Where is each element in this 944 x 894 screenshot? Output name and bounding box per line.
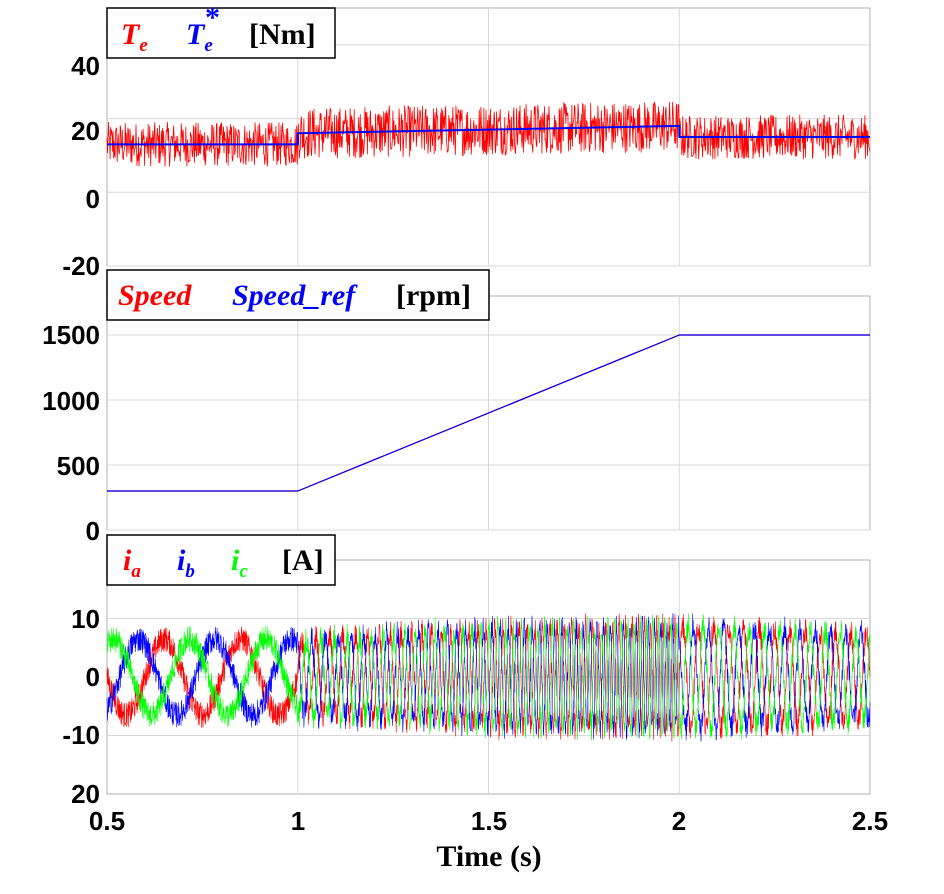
legend-unit: [A] [282,544,324,577]
y-tick-label: 0 [86,516,100,546]
x-tick-label: 2.5 [852,806,888,836]
x-axis-label: Time (s) [436,840,541,873]
series-group [107,334,870,492]
x-tick-label: 1.5 [471,806,507,836]
y-tick-label: 0 [86,662,100,692]
y-tick-labels: 10 0 -10 20 [62,604,100,809]
series-line-current-a [106,613,871,742]
legend-unit: [Nm] [249,18,316,51]
series-group [106,613,871,742]
legend-unit: [rpm] [396,279,471,312]
legend: Te Te * [Nm] [106,1,336,59]
current-panel: 10 0 -10 20 ia ib ic [A] [62,534,871,809]
legend-box [106,7,336,59]
legend-entry-torque-ref: Te [186,18,213,56]
y-tick-labels: 1500 1000 500 0 [42,320,100,546]
legend: ia ib ic [A] [106,534,336,586]
legend-entry-torque: Te [121,18,148,56]
legend-entry-ib: ib [177,544,195,582]
x-tick-label: 1 [291,806,305,836]
x-tick-labels: 0.5 1 1.5 2 2.5 [89,806,888,836]
legend-entry-speed-ref: Speed_ref [232,279,358,312]
legend-box [106,534,336,586]
y-tick-label: -20 [62,251,100,281]
legend-box [106,269,490,321]
y-tick-label: 1500 [42,320,100,350]
y-tick-label: 20 [71,779,100,809]
legend-entry-speed: Speed [118,279,192,312]
y-tick-label: 1000 [42,386,100,416]
torque-panel: 40 20 0 -20 Te Te * [Nm] [62,1,871,281]
y-tick-labels: 40 20 0 -20 [62,51,100,281]
series-group [106,101,871,167]
legend: Speed Speed_ref [rpm] [106,269,490,321]
series-line-current-c [106,613,871,741]
y-tick-label: 10 [71,604,100,634]
y-tick-label: 40 [71,51,100,81]
series-line-torque [106,101,871,167]
x-tick-label: 2 [672,806,686,836]
x-tick-label: 0.5 [89,806,125,836]
legend-entry-ia: ia [123,544,141,582]
legend-entry-ic: ic [231,544,248,582]
series-line-speed-ref [107,334,870,492]
y-tick-label: 0 [86,184,100,214]
legend-superscript: * [205,1,220,34]
speed-panel: 1500 1000 500 0 Speed Speed_ref [rpm] [42,269,871,546]
y-tick-label: -10 [62,720,100,750]
series-line-current-b [106,613,871,742]
series-line-torque-ref [107,124,870,146]
y-tick-label: 500 [57,451,100,481]
y-tick-label: 20 [71,116,100,146]
